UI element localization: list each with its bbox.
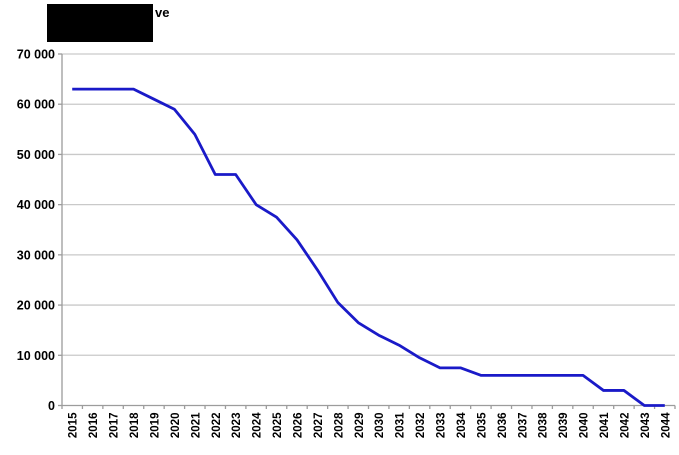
x-tick-label: 2031	[395, 412, 407, 438]
y-tick-label: 10 000	[17, 349, 55, 363]
x-tick-label: 2024	[252, 412, 264, 438]
x-tick-label: 2035	[476, 412, 488, 438]
x-tick-label: 2021	[190, 412, 202, 438]
x-tick-label: 2029	[354, 413, 366, 439]
x-tick-label: 2027	[313, 413, 325, 439]
x-tick-label: 2030	[374, 413, 386, 439]
title-redaction-box	[47, 4, 153, 42]
y-tick-label: 0	[48, 399, 55, 413]
x-tick-label: 2037	[517, 413, 529, 439]
x-tick-label: 2040	[579, 413, 591, 439]
x-tick-label: 2041	[599, 412, 611, 438]
x-tick-label: 2032	[415, 413, 427, 439]
x-tick-label: 2036	[497, 412, 509, 438]
x-tick-label: 2023	[231, 413, 243, 439]
x-tick-label: 2022	[211, 413, 223, 439]
x-tick-label: 2044	[660, 412, 672, 438]
y-tick-label: 70 000	[17, 48, 55, 62]
series-line	[72, 87, 665, 407]
x-tick-label: 2028	[333, 412, 345, 438]
x-tick-label: 2034	[456, 412, 468, 438]
x-tick-label: 2020	[170, 413, 182, 439]
x-tick-label: 2015	[68, 412, 80, 438]
y-tick-label: 30 000	[17, 248, 55, 262]
x-tick-label: 2042	[619, 413, 631, 439]
x-tick-label: 2043	[640, 413, 652, 439]
y-tick-label: 20 000	[17, 299, 55, 313]
x-tick-label: 2017	[109, 413, 121, 439]
x-tick-label: 2026	[292, 413, 304, 439]
x-tick-label: 2018	[129, 412, 141, 438]
title-visible-text: ve	[155, 5, 170, 20]
y-tick-label: 50 000	[17, 148, 55, 162]
y-tick-label: 40 000	[17, 198, 55, 212]
y-tick-label: 60 000	[17, 98, 55, 112]
x-tick-label: 2039	[558, 413, 570, 439]
x-tick-label: 2016	[88, 413, 100, 439]
x-tick-label: 2033	[436, 413, 448, 439]
x-tick-label: 2019	[149, 413, 161, 439]
x-tick-label: 2025	[272, 412, 284, 438]
x-tick-label: 2038	[538, 412, 550, 438]
